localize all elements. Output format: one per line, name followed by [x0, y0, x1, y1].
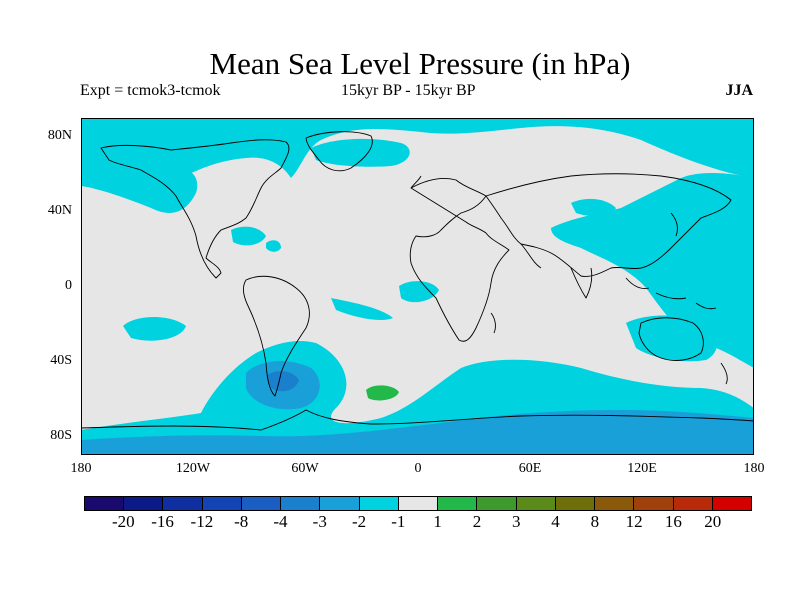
colorbar-swatch	[673, 497, 713, 510]
lat-tick-40n: 40N	[47, 203, 72, 218]
colorbar-swatch	[398, 497, 439, 510]
colorbar-label: -16	[151, 512, 174, 531]
colorbar-label: 1	[433, 512, 442, 531]
period-label: 15kyr BP - 15kyr BP	[341, 82, 476, 99]
greenland-anomaly	[311, 138, 410, 167]
colorbar	[84, 496, 752, 511]
colorbar-swatch	[477, 497, 517, 510]
colorbar-label: 4	[551, 512, 560, 531]
colorbar-swatch	[85, 497, 125, 510]
lat-tick-40s: 40S	[50, 353, 72, 368]
colorbar-label: -2	[351, 512, 367, 531]
colorbar-label: 8	[590, 512, 600, 531]
colorbar-label: 2	[472, 512, 482, 531]
colorbar-swatch	[712, 497, 751, 510]
lon-tick-180w: 180	[70, 461, 92, 476]
east-asia-anomaly	[551, 173, 754, 368]
colorbar-swatch	[359, 497, 399, 510]
positive-anomaly	[366, 385, 399, 401]
lat-tick-80n: 80N	[47, 128, 72, 143]
map-title: Mean Sea Level Pressure (in hPa)	[209, 46, 631, 81]
lat-tick-80s: 80S	[50, 428, 72, 443]
colorbar-swatch	[634, 497, 674, 510]
lon-tick-60w: 60W	[291, 461, 319, 476]
colorbar-label: -1	[391, 512, 406, 531]
colorbar-label: -4	[273, 512, 288, 531]
lon-tick-0: 0	[414, 461, 422, 476]
lon-tick-120e: 120E	[627, 461, 657, 476]
colorbar-swatch	[281, 497, 321, 510]
lon-tick-120w: 120W	[175, 461, 211, 476]
lon-tick-180e: 180	[743, 461, 765, 476]
experiment-label: Expt = tcmok3-tcmok	[80, 82, 221, 99]
antarctic-deep-anomaly	[81, 410, 754, 455]
caribbean-anomaly	[266, 240, 281, 252]
colorbar-swatch	[202, 497, 242, 510]
pressure-map	[81, 118, 754, 455]
atlantic-equator-anomaly	[399, 281, 439, 303]
north-pacific-anomaly	[81, 158, 198, 213]
colorbar-label: 16	[664, 512, 682, 531]
colorbar-label: -12	[190, 512, 214, 531]
east-pacific-anomaly	[123, 317, 186, 341]
colorbar-swatch	[124, 497, 164, 510]
lon-tick-60e: 60E	[518, 461, 542, 476]
mid-asia-anomaly	[571, 198, 616, 217]
colorbar-label: -20	[111, 512, 135, 531]
season-label: JJA	[725, 82, 753, 99]
colorbar-swatch	[320, 497, 360, 510]
colorbar-swatch	[438, 497, 478, 510]
colorbar-label: 12	[625, 512, 643, 531]
map-frame	[81, 118, 754, 455]
australia-anomaly	[626, 315, 718, 362]
arctic-anomaly	[81, 118, 754, 188]
lat-tick-0: 0	[65, 278, 72, 293]
south-atlantic-anomaly	[331, 298, 393, 321]
drake-core-anomaly	[266, 371, 299, 392]
colorbar-label: 3	[511, 512, 521, 531]
colorbar-label: -3	[312, 512, 327, 531]
colorbar-swatch	[595, 497, 635, 510]
coastlines	[81, 131, 754, 431]
colorbar-swatch	[163, 497, 203, 510]
colorbar-swatch	[241, 497, 282, 510]
colorbar-swatch	[555, 497, 596, 510]
colorbar-swatch	[516, 497, 556, 510]
colorbar-label: -8	[234, 512, 249, 531]
gulf-anomaly	[231, 226, 266, 246]
colorbar-label: 20	[704, 512, 722, 531]
